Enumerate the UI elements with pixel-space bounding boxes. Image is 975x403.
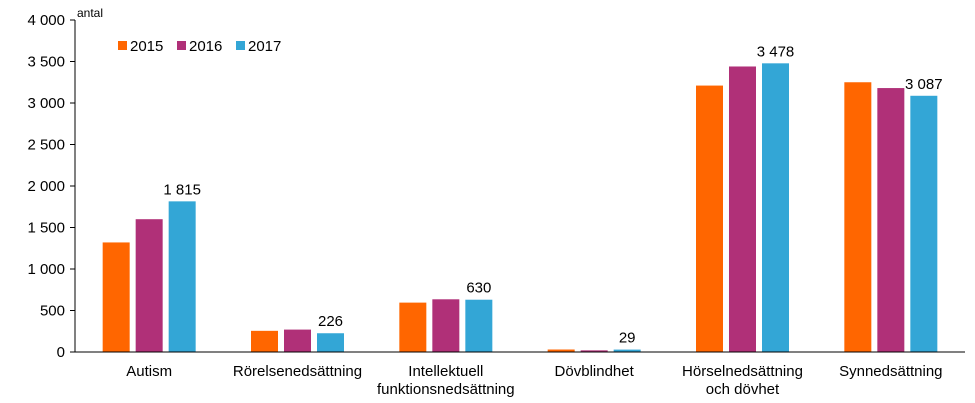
y-tick-label: 2 500 — [27, 137, 65, 154]
bar-2016 — [432, 299, 460, 352]
bar-2015 — [844, 82, 872, 352]
data-label: 3 087 — [905, 76, 943, 93]
bar-2015 — [399, 302, 427, 352]
data-label: 29 — [619, 330, 636, 347]
y-tick-label: 1 000 — [27, 261, 65, 278]
legend-label-2017: 2017 — [248, 38, 281, 55]
x-category-label: och dövhet — [706, 381, 780, 398]
bar-2015 — [696, 85, 723, 352]
bar-2017 — [317, 333, 344, 352]
legend-swatch-2015 — [118, 41, 127, 50]
bar-2016 — [284, 329, 311, 352]
y-tick-label: 1 500 — [27, 220, 65, 237]
bar-2016 — [877, 88, 905, 352]
legend-label-2015: 2015 — [130, 38, 163, 55]
legend-swatch-2017 — [236, 41, 245, 50]
y-tick-label: 3 000 — [27, 95, 65, 112]
bar-2017 — [762, 63, 789, 353]
bar-2017 — [613, 349, 641, 352]
data-labels: 1 815 226 630 29 3 478 3 087 — [163, 43, 942, 346]
bar-2015 — [547, 349, 575, 352]
y-tick-label: 4 000 — [27, 12, 65, 29]
x-category-label: Synnedsättning — [839, 363, 942, 380]
data-label: 630 — [466, 280, 491, 297]
bar-2015 — [251, 330, 278, 352]
y-axis: 0 500 1 000 1 500 2 000 2 500 3 000 3 500 4 000 — [27, 12, 76, 361]
data-label: 3 478 — [757, 43, 795, 60]
bar-2017 — [910, 95, 938, 353]
legend-label-2016: 2016 — [189, 38, 222, 55]
x-category-label: funktionsnedsättning — [377, 381, 515, 398]
legend-swatch-2016 — [177, 41, 186, 50]
data-label: 226 — [318, 313, 343, 330]
bar-2015 — [102, 242, 130, 352]
bar-2017 — [168, 201, 196, 352]
y-tick-label: 0 — [57, 344, 65, 361]
bar-2016 — [580, 350, 608, 352]
x-axis: Autism Rörelsenedsättning Intellektuellfun… — [75, 351, 965, 398]
x-category-label: Autism — [126, 363, 172, 380]
bar-2017 — [465, 299, 493, 352]
x-category-label: Rörelsenedsättning — [233, 363, 362, 380]
x-category-label: Dövblindhet — [555, 363, 635, 380]
data-label: 1 815 — [163, 181, 201, 198]
x-category-label: Intellektuell — [408, 363, 483, 380]
y-tick-label: 500 — [40, 303, 65, 320]
bar-series — [102, 63, 938, 353]
bar-2016 — [135, 219, 163, 352]
bar-2016 — [729, 66, 756, 352]
y-tick-label: 2 000 — [27, 178, 65, 195]
legend: 2015 2016 2017 — [118, 38, 281, 55]
y-axis-unit-label: antal — [77, 6, 103, 20]
y-tick-label: 3 500 — [27, 54, 65, 71]
x-category-label: Hörselnedsättning — [682, 363, 803, 380]
